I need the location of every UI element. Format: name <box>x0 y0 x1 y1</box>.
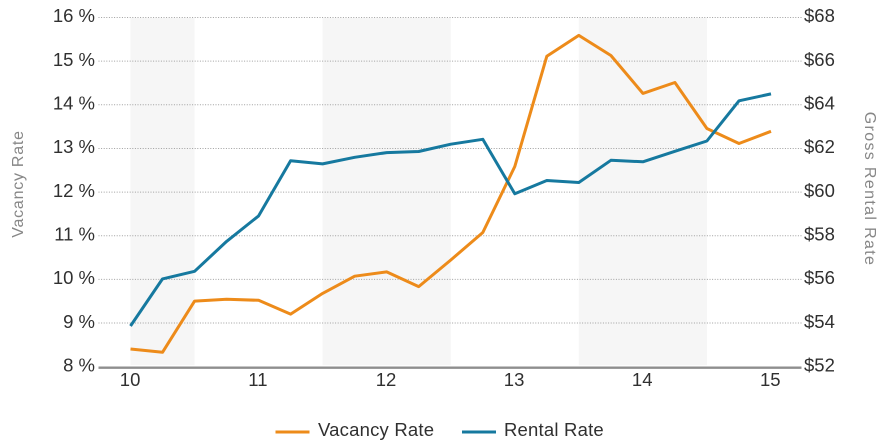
svg-text:$58: $58 <box>804 223 835 244</box>
svg-text:$64: $64 <box>804 93 835 114</box>
svg-text:15 %: 15 % <box>53 49 95 70</box>
svg-text:16 %: 16 % <box>53 5 95 26</box>
svg-text:Rental Rate: Rental Rate <box>504 419 604 440</box>
svg-text:12 %: 12 % <box>53 180 95 201</box>
svg-text:15: 15 <box>760 369 781 390</box>
svg-text:$62: $62 <box>804 136 835 157</box>
svg-text:14 %: 14 % <box>53 93 95 114</box>
svg-text:13 %: 13 % <box>53 136 95 157</box>
svg-text:14: 14 <box>632 369 653 390</box>
svg-text:$66: $66 <box>804 49 835 70</box>
svg-text:Vacancy Rate: Vacancy Rate <box>10 130 27 237</box>
svg-text:13: 13 <box>504 369 525 390</box>
svg-text:Vacancy Rate: Vacancy Rate <box>318 419 434 440</box>
svg-text:8 %: 8 % <box>63 354 95 375</box>
svg-text:10: 10 <box>120 369 141 390</box>
svg-text:$60: $60 <box>804 180 835 201</box>
svg-text:$54: $54 <box>804 311 835 332</box>
svg-text:$56: $56 <box>804 267 835 288</box>
svg-text:$52: $52 <box>804 354 835 375</box>
svg-text:11 %: 11 % <box>54 223 95 244</box>
svg-text:10 %: 10 % <box>53 267 95 288</box>
svg-text:9 %: 9 % <box>63 311 95 332</box>
svg-text:$68: $68 <box>804 5 835 26</box>
svg-text:11: 11 <box>248 369 267 390</box>
svg-text:12: 12 <box>376 369 397 390</box>
svg-text:Gross Rental Rate: Gross Rental Rate <box>861 112 878 267</box>
